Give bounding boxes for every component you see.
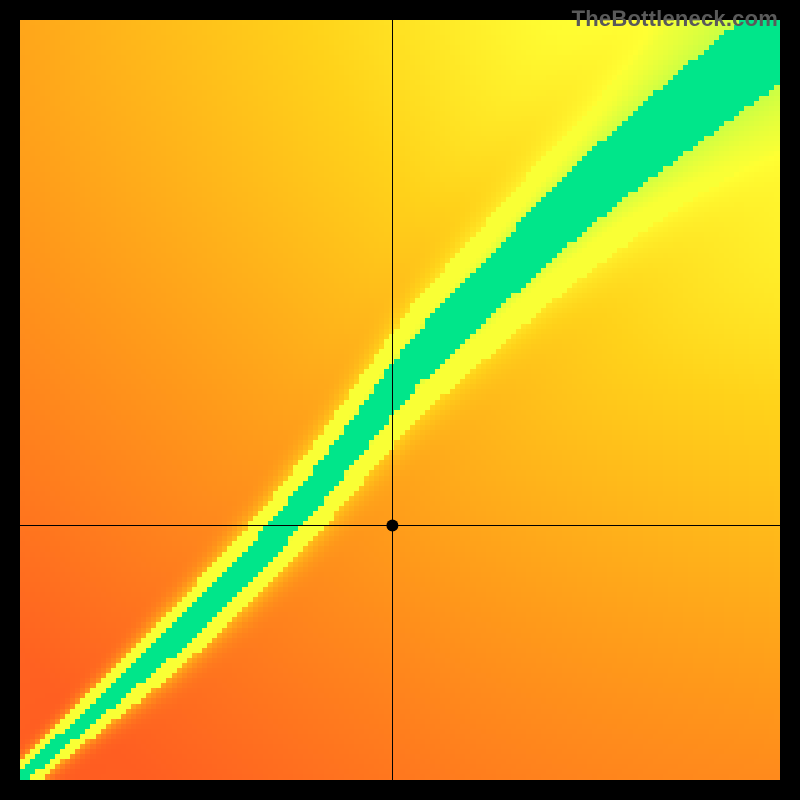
watermark-text: TheBottleneck.com (572, 6, 778, 32)
bottleneck-heatmap-canvas (0, 0, 800, 800)
